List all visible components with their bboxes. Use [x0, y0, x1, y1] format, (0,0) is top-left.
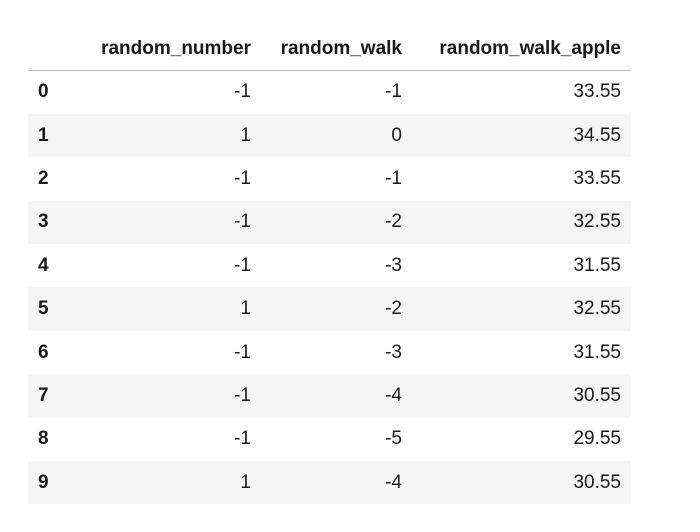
- table-row: 1 1 0 34.55: [28, 113, 631, 158]
- table-header: random_number random_walk random_walk_ap…: [28, 28, 631, 71]
- random-walk-cell: -1: [385, 167, 402, 189]
- random-walk-apple-cell: 31.55: [573, 254, 621, 276]
- table-row: 4 -1 -3 31.55: [28, 244, 631, 287]
- table-row: 2 -1 -1 33.55: [28, 157, 631, 200]
- random-number-cell: 1: [240, 298, 251, 320]
- table-row: 9 1 -4 30.55: [28, 461, 631, 505]
- table-row: 6 -1 -3 31.55: [28, 331, 631, 374]
- random-number-cell: 1: [240, 124, 251, 146]
- table-row: 7 -1 -4 30.55: [28, 374, 631, 418]
- header-row: random_number random_walk random_walk_ap…: [28, 28, 631, 71]
- table-row: 5 1 -2 32.55: [28, 287, 631, 331]
- table-row: 3 -1 -2 32.55: [28, 200, 631, 245]
- row-index: 6: [38, 341, 49, 363]
- random-number-cell: -1: [234, 384, 251, 406]
- row-index: 7: [38, 384, 49, 406]
- random-walk-apple-cell: 33.55: [573, 167, 621, 189]
- random-walk-cell: -3: [385, 254, 402, 276]
- table-row: 8 -1 -5 29.55: [28, 418, 631, 461]
- random-walk-cell: -1: [385, 81, 402, 103]
- random-walk-apple-cell: 32.55: [573, 298, 621, 320]
- column-header-random-number: random_number: [78, 28, 261, 71]
- random-walk-cell: -4: [385, 471, 402, 493]
- column-header-random-walk: random_walk: [261, 28, 412, 71]
- row-index: 2: [38, 167, 49, 189]
- random-number-cell: -1: [234, 254, 251, 276]
- row-index: 4: [38, 254, 49, 276]
- random-walk-cell: -3: [385, 341, 402, 363]
- random-number-cell: -1: [234, 81, 251, 103]
- random-walk-apple-cell: 32.55: [573, 211, 621, 233]
- random-walk-apple-cell: 31.55: [573, 341, 621, 363]
- random-number-cell: 1: [240, 471, 251, 493]
- random-walk-apple-cell: 30.55: [573, 384, 621, 406]
- row-index: 9: [38, 471, 49, 493]
- random-walk-cell: -4: [385, 384, 402, 406]
- random-walk-apple-cell: 34.55: [573, 124, 621, 146]
- random-walk-cell: -5: [385, 428, 402, 450]
- column-header-random-walk-apple: random_walk_apple: [412, 28, 631, 71]
- random-number-cell: -1: [234, 341, 251, 363]
- row-index: 5: [38, 298, 49, 320]
- random-walk-apple-cell: 30.55: [573, 471, 621, 493]
- random-number-cell: -1: [234, 211, 251, 233]
- index-header: [28, 28, 78, 71]
- row-index: 1: [38, 124, 49, 146]
- row-index: 8: [38, 428, 49, 450]
- random-number-cell: -1: [234, 167, 251, 189]
- row-index: 3: [38, 211, 49, 233]
- table-body: 0 -1 -1 33.55 1 1 0 34.55 2 -1 -1 33.55 3 -1 -2 32.55 4 -…: [28, 71, 631, 505]
- row-index: 0: [38, 81, 49, 103]
- random-number-cell: -1: [234, 428, 251, 450]
- dataframe-table: random_number random_walk random_walk_ap…: [28, 28, 631, 505]
- random-walk-apple-cell: 29.55: [573, 428, 621, 450]
- random-walk-cell: -2: [385, 298, 402, 320]
- table-row: 0 -1 -1 33.55: [28, 71, 631, 114]
- random-walk-cell: 0: [391, 124, 402, 146]
- random-walk-cell: -2: [385, 211, 402, 233]
- random-walk-apple-cell: 33.55: [573, 81, 621, 103]
